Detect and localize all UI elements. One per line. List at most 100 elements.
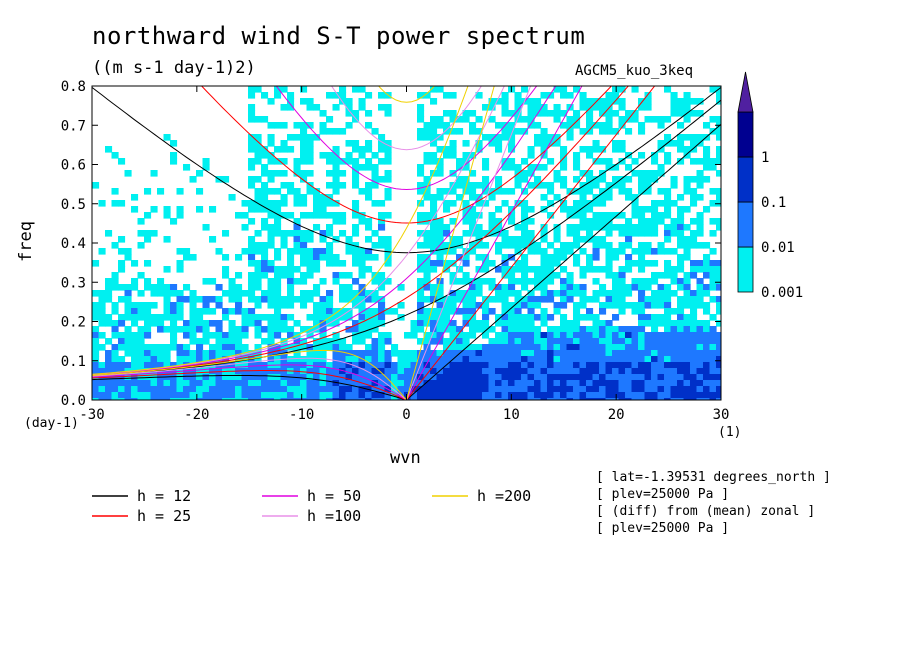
field-cell [475, 140, 483, 147]
field-cell [456, 338, 464, 345]
field-cell [716, 134, 721, 141]
field-cell [475, 224, 483, 231]
field-cell [371, 374, 379, 381]
field-cell [560, 158, 568, 165]
field-cell [644, 356, 652, 363]
field-cell [664, 230, 672, 237]
field-cell [241, 380, 249, 387]
field-cell [209, 320, 217, 327]
field-cell [657, 140, 665, 147]
field-cell [274, 212, 282, 219]
field-cell [631, 212, 639, 219]
field-cell [345, 368, 353, 375]
field-cell [605, 356, 613, 363]
field-cell [248, 392, 256, 399]
field-cell [365, 140, 373, 147]
field-cell [423, 386, 431, 393]
field-cell [352, 350, 360, 357]
field-cell [326, 302, 334, 309]
x-tick-label: 20 [608, 407, 625, 423]
field-cell [482, 200, 490, 207]
field-cell [547, 266, 555, 273]
field-cell [254, 344, 262, 351]
field-cell [501, 374, 509, 381]
field-cell [378, 302, 386, 309]
field-cell [709, 218, 717, 225]
field-cell [391, 386, 399, 393]
field-cell [690, 242, 698, 249]
field-cell [592, 254, 600, 261]
field-cell [248, 296, 256, 303]
field-cell [306, 314, 314, 321]
field-cell [423, 278, 431, 285]
field-cell [592, 332, 600, 339]
field-cell [716, 302, 721, 309]
field-cell [137, 398, 145, 400]
field-cell [475, 290, 483, 297]
field-cell [508, 212, 516, 219]
field-cell [352, 176, 360, 183]
field-cell [430, 212, 438, 219]
field-cell [449, 146, 457, 153]
field-cell [592, 278, 600, 285]
field-cell [488, 188, 496, 195]
field-cell [449, 92, 457, 99]
field-cell [248, 320, 256, 327]
info-line: [ plev=25000 Pa ] [596, 487, 730, 502]
field-cell [202, 356, 210, 363]
field-cell [339, 308, 347, 315]
field-cell [631, 194, 639, 201]
field-cell [605, 296, 613, 303]
field-cell [92, 368, 100, 375]
field-cell [657, 170, 665, 177]
field-cell [527, 242, 535, 249]
field-cell [508, 350, 516, 357]
field-cell [313, 350, 321, 357]
field-cell [371, 338, 379, 345]
field-cell [586, 368, 594, 375]
field-cell [352, 116, 360, 123]
field-cell [274, 92, 282, 99]
field-cell [183, 332, 191, 339]
field-cell [566, 296, 574, 303]
field-cell [384, 398, 392, 400]
field-cell [553, 398, 561, 400]
field-cell [612, 254, 620, 261]
field-cell [313, 356, 321, 363]
field-cell [209, 278, 217, 285]
field-cell [605, 302, 613, 309]
field-cell [397, 368, 405, 375]
field-cell [657, 392, 665, 399]
field-cell [579, 290, 587, 297]
field-cell [410, 350, 418, 357]
field-cell [456, 194, 464, 201]
field-cell [313, 374, 321, 381]
field-cell [352, 296, 360, 303]
field-cell [144, 308, 152, 315]
field-cell [501, 188, 509, 195]
field-cell [92, 362, 100, 369]
field-cell [560, 296, 568, 303]
field-cell [92, 356, 100, 363]
field-cell [98, 308, 106, 315]
field-cell [287, 272, 295, 279]
field-cell [703, 386, 711, 393]
field-cell [495, 314, 503, 321]
field-cell [436, 260, 444, 267]
field-cell [540, 260, 548, 267]
field-cell [456, 332, 464, 339]
field-cell [189, 368, 197, 375]
field-cell [261, 368, 269, 375]
field-cell [677, 326, 685, 333]
field-cell [488, 296, 496, 303]
field-cell [553, 230, 561, 237]
field-cell [657, 242, 665, 249]
ig-curve-h50 [275, 86, 538, 191]
field-cell [176, 260, 184, 267]
field-cell [261, 200, 269, 207]
field-cell [176, 350, 184, 357]
field-cell [150, 302, 158, 309]
field-cell [352, 362, 360, 369]
field-cell [625, 290, 633, 297]
field-cell [98, 362, 106, 369]
